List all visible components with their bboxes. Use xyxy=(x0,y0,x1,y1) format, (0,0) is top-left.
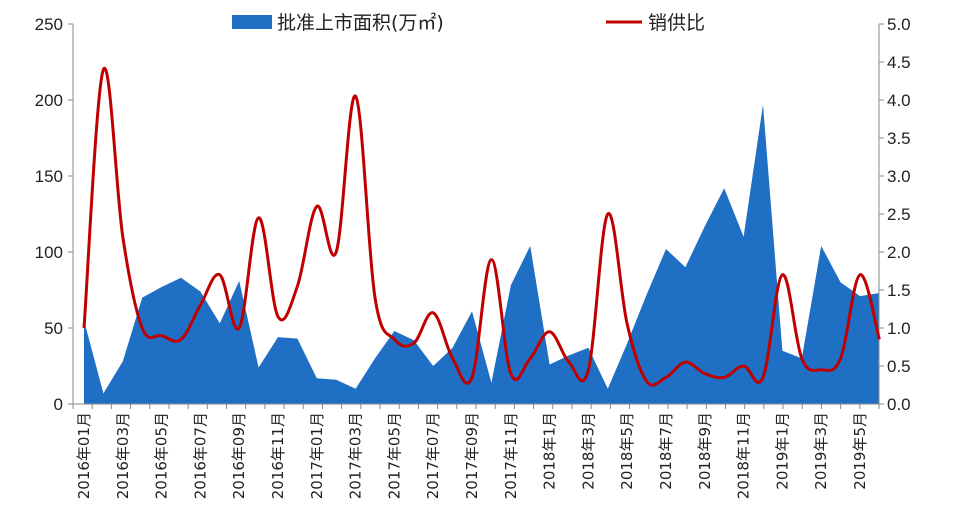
y-right-tick-label: 5.0 xyxy=(887,15,911,34)
x-tick-label: 2016年09月 xyxy=(230,412,248,499)
area-series-layer xyxy=(84,104,880,404)
line-series-path xyxy=(82,66,881,387)
y-right-tick-label: 1.5 xyxy=(887,281,911,300)
y-left-tick-label: 100 xyxy=(35,243,63,262)
y-left-tick-label: 250 xyxy=(35,15,63,34)
y-right-tick-label: 1.0 xyxy=(887,319,911,338)
x-tick-label: 2018年11月 xyxy=(735,412,753,499)
x-tick-label: 2017年03月 xyxy=(347,412,365,499)
x-tick-label: 2017年11月 xyxy=(502,412,520,499)
legend: 批准上市面积(万㎡) 销供比 xyxy=(232,11,705,34)
y-left-ticks: 0 50 100 150 200 250 xyxy=(35,15,73,414)
x-tick-label: 2017年07月 xyxy=(424,412,442,499)
y-right-tick-label: 0.0 xyxy=(887,395,911,414)
line-series-layer xyxy=(82,66,881,387)
y-left-tick-label: 0 xyxy=(54,395,63,414)
x-tick-label: 2016年01月 xyxy=(75,412,93,499)
x-tick-label: 2018年5月 xyxy=(618,412,636,490)
x-tick-label: 2018年9月 xyxy=(696,412,714,490)
y-left-tick-label: 200 xyxy=(35,91,63,110)
y-right-tick-label: 3.5 xyxy=(887,129,911,148)
x-tick-label: 2016年07月 xyxy=(191,412,209,499)
area-series-path xyxy=(84,104,880,404)
legend-area-label: 批准上市面积(万㎡) xyxy=(277,11,444,34)
y-right-tick-label: 4.0 xyxy=(887,91,911,110)
legend-line-label: 销供比 xyxy=(648,12,705,34)
y-right-tick-label: 2.5 xyxy=(887,205,911,224)
x-tick-label: 2019年5月 xyxy=(851,412,869,490)
y-right-tick-label: 0.5 xyxy=(887,357,911,376)
x-tick-label: 2016年03月 xyxy=(114,412,132,499)
x-tick-label: 2018年7月 xyxy=(657,412,675,490)
y-right-tick-label: 3.0 xyxy=(887,167,911,186)
x-tick-label: 2017年05月 xyxy=(385,412,403,499)
y-left-tick-label: 150 xyxy=(35,167,63,186)
x-tick-label: 2016年05月 xyxy=(153,412,171,499)
y-right-tick-label: 4.5 xyxy=(887,53,911,72)
legend-area-swatch xyxy=(232,15,272,29)
y-left-tick-label: 50 xyxy=(44,319,63,338)
x-tick-label: 2017年09月 xyxy=(463,412,481,499)
x-tick-label: 2017年01月 xyxy=(308,412,326,499)
x-tick-label: 2019年1月 xyxy=(773,412,791,490)
x-tick-label: 2016年11月 xyxy=(269,412,287,499)
x-tick-label: 2018年3月 xyxy=(579,412,597,490)
y-right-ticks: 0.0 0.5 1.0 1.5 2.0 2.5 3.0 3.5 4.0 4.5 5.0 xyxy=(879,15,911,414)
x-ticks: 2016年01月 2016年03月 2016年05月 2016年07月 2016年09月… xyxy=(72,404,880,499)
x-tick-label: 2018年1月 xyxy=(541,412,559,490)
y-right-tick-label: 2.0 xyxy=(887,243,911,262)
x-tick-label: 2019年3月 xyxy=(812,412,830,490)
